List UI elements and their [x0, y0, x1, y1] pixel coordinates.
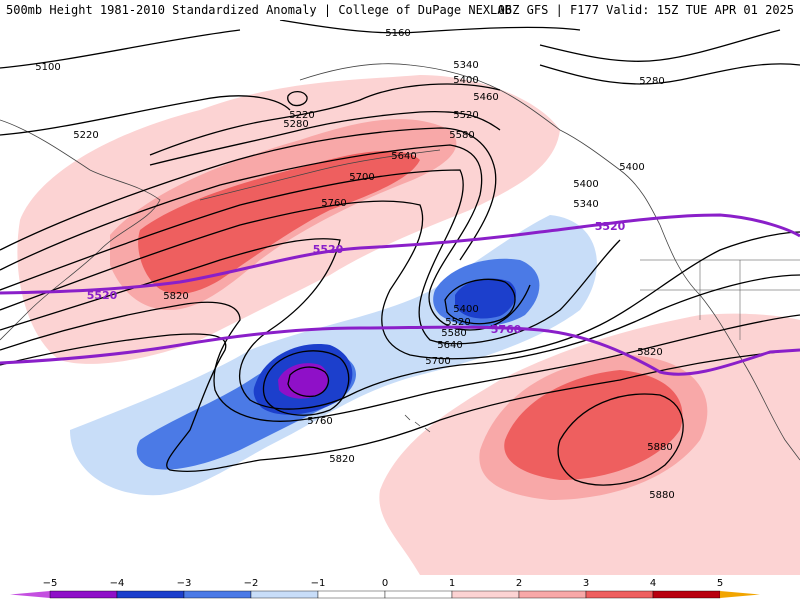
contour-5820 [0, 333, 800, 473]
contour-label: 5400 [573, 179, 598, 190]
contour-5100 [0, 29, 241, 69]
contour-5160 [279, 20, 581, 34]
contour-label: 5580 [449, 130, 474, 141]
contour-label: 5220 [73, 130, 98, 141]
climo-label: 5520 [313, 243, 344, 256]
colorbar-swatch [317, 590, 386, 599]
positive-anomaly-subtropical-core [504, 370, 683, 480]
colorbar-tick-label: −2 [244, 578, 259, 589]
contour-label: 5520 [453, 110, 478, 121]
colorbar-swatches [10, 590, 760, 599]
eastern-low-contour [444, 278, 516, 325]
colorbar-swatch [652, 590, 721, 599]
climo-5520 [0, 213, 800, 295]
model-run-info: 06Z GFS | F177 Valid: 15Z TUE APR 01 202… [497, 3, 794, 17]
contour-label: 5280 [283, 119, 308, 130]
climatology-contours [0, 213, 800, 376]
contour-label: 5880 [647, 442, 672, 453]
coastlines [0, 63, 800, 461]
colorbar-swatch [451, 590, 520, 599]
climatology-contour-labels: 5520 5520 5520 5760 [87, 220, 626, 336]
contour-label: 5340 [573, 199, 598, 210]
height-contours [0, 20, 800, 486]
contour-5580 [0, 169, 621, 345]
colorbar-tick-label: 3 [583, 578, 589, 589]
colorbar-tick-label: −1 [311, 578, 326, 589]
climo-label: 5520 [595, 220, 626, 233]
height-contour-labels: 5160 5100 5220 5280 5340 5400 5460 5520 … [35, 28, 674, 501]
climo-5760 [0, 325, 800, 376]
contour-label: 5820 [329, 454, 354, 465]
contour-label: 5760 [307, 416, 332, 427]
anomaly-shading [17, 75, 800, 575]
colorbar-swatch [49, 590, 118, 599]
contour-5340-west [149, 83, 501, 156]
colorbar-tick-label: 5 [717, 578, 723, 589]
contour-5700 [0, 238, 800, 410]
hawaii-islands [404, 414, 431, 433]
colorbar-tick-label: −4 [110, 578, 125, 589]
coastline-asia [0, 119, 161, 341]
colorbar-swatch [585, 590, 654, 599]
contour-5220-east [539, 29, 781, 62]
colorbar-tick-label: 0 [382, 578, 388, 589]
colorbar-swatch [10, 591, 50, 598]
climo-label: 5760 [491, 323, 522, 336]
colorbar-tick-label: 2 [516, 578, 522, 589]
contour-label: 5400 [619, 162, 644, 173]
contour-label: 5220 [289, 110, 314, 121]
low-closed-contour-2 [262, 350, 350, 416]
contour-label: 5580 [441, 328, 466, 339]
contour-5280 [539, 63, 800, 85]
contour-label: 5400 [453, 75, 478, 86]
contour-label: 5880 [649, 490, 674, 501]
aleutian-islands [199, 149, 441, 201]
contour-label: 5160 [385, 28, 410, 39]
contour-label: 5640 [391, 151, 416, 162]
colorbar-tick-label: −5 [43, 578, 58, 589]
colorbar-swatch [250, 590, 319, 599]
contour-label: 5340 [453, 60, 478, 71]
colorbar-tick-label: −3 [177, 578, 192, 589]
map-title: 500mb Height 1981-2010 Standardized Anom… [6, 3, 512, 17]
contour-5460 [0, 127, 497, 261]
colorbar-tick-label: 1 [449, 578, 455, 589]
climo-label: 5520 [87, 289, 118, 302]
contour-label: 5700 [349, 172, 374, 183]
contour-label: 5280 [639, 76, 664, 87]
colorbar-swatch [183, 590, 252, 599]
us-state-borders [640, 259, 800, 340]
anomaly-map: 5160 5100 5220 5280 5340 5400 5460 5520 … [0, 20, 800, 575]
contour-label: 5760 [321, 198, 346, 209]
colorbar-tick-label: 4 [650, 578, 656, 589]
colorbar-ticks: −5 −4 −3 −2 −1 0 1 2 3 4 5 [43, 578, 724, 589]
contour-label: 5700 [425, 356, 450, 367]
contour-5640 [0, 200, 800, 360]
low-closed-contour-1 [287, 366, 329, 398]
contour-label: 5520 [445, 317, 470, 328]
colorbar-swatch [720, 591, 760, 598]
anomaly-colorbar: −5 −4 −3 −2 −1 0 1 2 3 4 5 [0, 575, 800, 600]
contour-label: 5820 [163, 291, 188, 302]
contour-5880 [557, 393, 684, 486]
coastline-alaska [299, 63, 661, 226]
colorbar-swatch [518, 590, 587, 599]
negative-anomaly-eastern-low [455, 278, 517, 319]
contour-5400-west [149, 110, 501, 166]
small-low-alaska [287, 90, 308, 107]
colorbar-swatch [384, 590, 453, 599]
coastline-north-america [659, 224, 800, 461]
map-header: 500mb Height 1981-2010 Standardized Anom… [0, 0, 800, 20]
contour-label: 5460 [473, 92, 498, 103]
contour-5520-trough [0, 144, 531, 331]
contour-label: 5820 [637, 347, 662, 358]
contour-label: 5100 [35, 62, 60, 73]
contour-label: 5640 [437, 340, 462, 351]
colorbar-swatch [116, 590, 185, 599]
contour-label: 5400 [453, 304, 478, 315]
contour-5760 [0, 301, 800, 422]
positive-anomaly-core [138, 150, 420, 295]
contour-5220-west [0, 95, 291, 136]
